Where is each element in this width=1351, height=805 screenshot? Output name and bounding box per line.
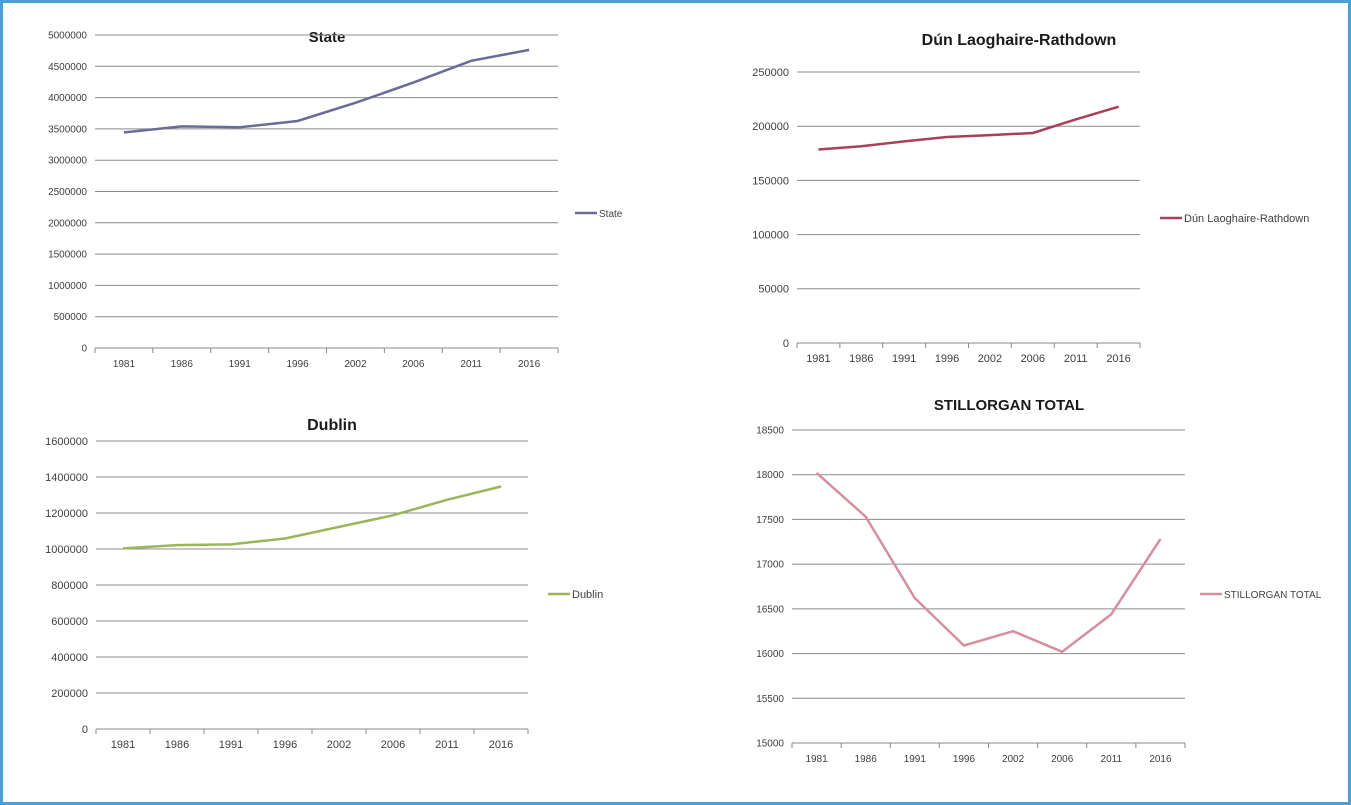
x-tick-label: 2002 (327, 739, 351, 751)
series-line-dublin (122, 485, 502, 550)
x-tick-label: 2006 (1021, 353, 1045, 365)
series-line-state (123, 48, 530, 134)
x-tick-label: 1986 (855, 754, 878, 765)
x-tick-label: 1981 (805, 754, 828, 765)
y-tick-label: 18500 (756, 426, 784, 437)
y-tick-label: 50000 (758, 284, 789, 296)
x-tick-label: 2006 (1051, 754, 1074, 765)
y-tick-label: 1000000 (45, 544, 88, 556)
x-tick-label: 1996 (273, 739, 297, 751)
series-line-dun-laoghaire-rathdown (818, 105, 1119, 151)
legend-label: State (599, 209, 623, 220)
x-tick-label: 2016 (518, 359, 541, 370)
y-tick-label: 1000000 (48, 281, 87, 292)
y-tick-label: 0 (81, 344, 87, 355)
y-tick-label: 3500000 (48, 124, 87, 135)
chart-title: STILLORGAN TOTAL (934, 397, 1084, 414)
y-tick-label: 2500000 (48, 187, 87, 198)
y-tick-label: 15500 (756, 694, 784, 705)
y-tick-label: 1200000 (45, 508, 88, 520)
x-tick-label: 1996 (935, 353, 959, 365)
x-tick-label: 2006 (402, 359, 425, 370)
y-tick-label: 200000 (752, 121, 789, 133)
legend-label: Dún Laoghaire-Rathdown (1184, 213, 1309, 225)
x-tick-label: 2011 (1064, 353, 1088, 365)
y-tick-label: 17000 (756, 560, 784, 571)
legend-label: STILLORGAN TOTAL (1224, 590, 1322, 601)
y-tick-label: 0 (82, 724, 88, 736)
x-tick-label: 1981 (113, 359, 136, 370)
y-tick-label: 15000 (756, 739, 784, 750)
x-tick-label: 2002 (344, 359, 367, 370)
y-tick-label: 1400000 (45, 472, 88, 484)
chart-title: Dún Laoghaire-Rathdown (922, 32, 1117, 49)
x-tick-label: 2002 (1002, 754, 1025, 765)
y-tick-label: 3000000 (48, 156, 87, 167)
y-tick-label: 1600000 (45, 436, 88, 448)
y-tick-label: 17500 (756, 515, 784, 526)
y-tick-label: 600000 (51, 616, 88, 628)
y-tick-label: 5000000 (48, 31, 87, 42)
x-tick-label: 1996 (953, 754, 976, 765)
x-tick-label: 1981 (806, 353, 830, 365)
x-tick-label: 1991 (219, 739, 243, 751)
y-tick-label: 18000 (756, 470, 784, 481)
y-tick-label: 500000 (54, 312, 88, 323)
legend-label: Dublin (572, 589, 603, 601)
x-tick-label: 1981 (111, 739, 135, 751)
y-tick-label: 400000 (51, 652, 88, 664)
x-tick-label: 2016 (1149, 754, 1172, 765)
y-tick-label: 2000000 (48, 218, 87, 229)
series-line-stillorgan-total (815, 471, 1162, 654)
x-tick-label: 1986 (849, 353, 873, 365)
y-tick-label: 150000 (752, 175, 789, 187)
chart-title: Dublin (307, 417, 357, 434)
x-tick-label: 1991 (229, 359, 252, 370)
x-tick-label: 1991 (892, 353, 916, 365)
x-tick-label: 1986 (165, 739, 189, 751)
x-tick-label: 2006 (381, 739, 405, 751)
x-tick-label: 2002 (978, 353, 1002, 365)
chart-title: State (309, 29, 346, 46)
x-tick-label: 1996 (286, 359, 309, 370)
y-tick-label: 4500000 (48, 62, 87, 73)
y-tick-label: 100000 (752, 229, 789, 241)
y-tick-label: 16000 (756, 649, 784, 660)
x-tick-label: 2011 (460, 359, 482, 370)
y-tick-label: 1500000 (48, 250, 87, 261)
y-tick-label: 800000 (51, 580, 88, 592)
y-tick-label: 200000 (51, 688, 88, 700)
y-tick-label: 0 (783, 338, 789, 350)
x-tick-label: 2016 (1106, 353, 1130, 365)
y-tick-label: 16500 (756, 604, 784, 615)
y-tick-label: 4000000 (48, 93, 87, 104)
x-tick-label: 1991 (904, 754, 927, 765)
y-tick-label: 250000 (752, 67, 789, 79)
x-tick-label: 2011 (435, 739, 459, 751)
x-tick-label: 2016 (489, 739, 513, 751)
x-tick-label: 2011 (1101, 754, 1123, 765)
x-tick-label: 1986 (171, 359, 194, 370)
